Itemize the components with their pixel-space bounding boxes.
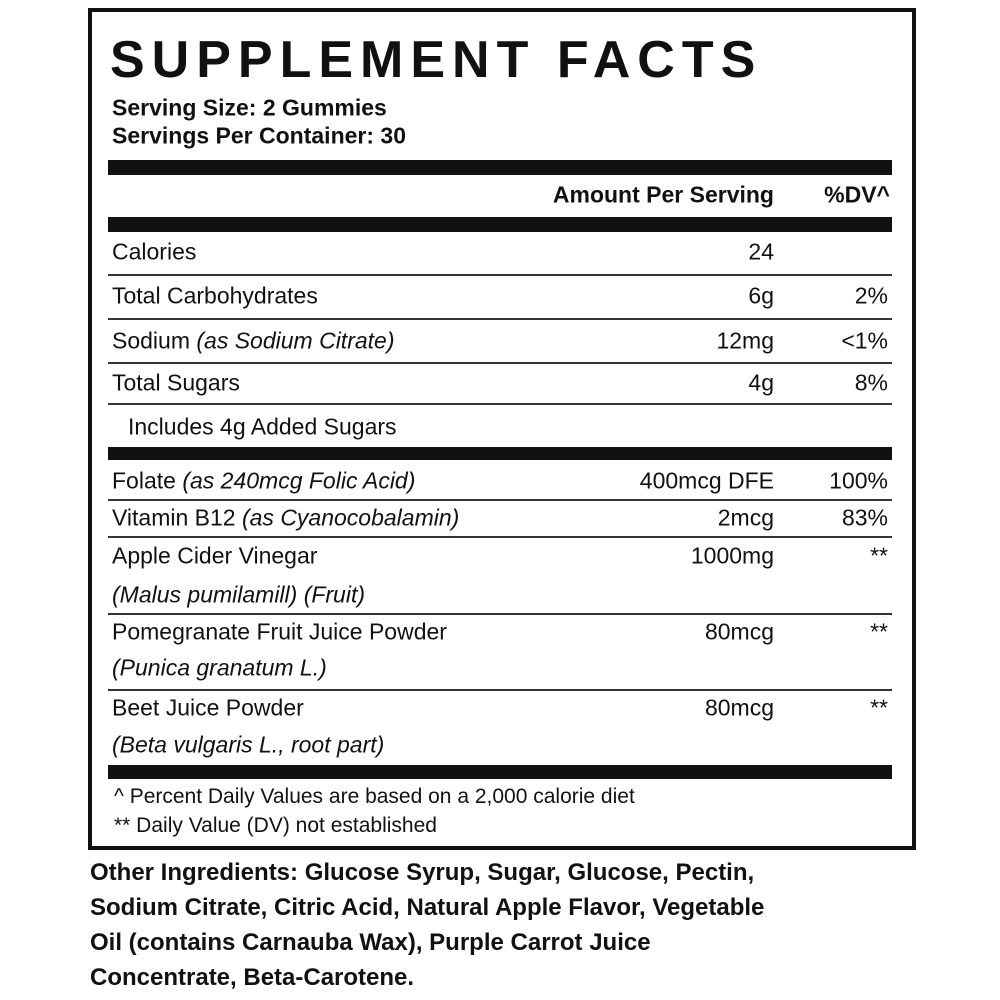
other-ingredients-line: Sodium Citrate, Citric Acid, Natural App… [90,894,764,922]
title: SUPPLEMENT FACTS [110,31,763,89]
row-label: Pomegranate Fruit Juice Powder [112,619,447,646]
nutrient-name: Apple Cider Vinegar [112,542,318,569]
row-label: Calories [112,239,196,266]
row-label: Apple Cider Vinegar [112,543,317,570]
servings-per-container: Servings Per Container: 30 [112,122,406,149]
other-ingredients-line: Concentrate, Beta-Carotene. [90,964,414,992]
daily-value: ** [870,542,888,569]
amount: 400mcg DFE [639,467,774,494]
amount: 6g [748,282,774,309]
nutrient-name: Vitamin B12 [112,504,236,531]
amount: 80mcg [704,618,774,645]
source: (Beta vulgaris L., root part) [112,731,385,758]
row-label: Beet Juice Powder [112,695,304,722]
amount: 24 [748,238,774,265]
nutrient-name: Folate [112,467,176,494]
nutrient-note: (as 240mcg Folic Acid) [182,467,416,494]
amount: 4g [748,369,774,396]
amount: 2mcg [717,504,774,531]
amount: 80mcg [704,694,774,721]
daily-value: 100% [829,467,888,494]
row-label: Includes 4g Added Sugars [128,414,397,441]
footnote: ^ Percent Daily Values are based on a 2,… [114,785,635,808]
source: (Malus pumilamill) (Fruit) [112,581,366,608]
footnote: ** Daily Value (DV) not established [114,814,437,837]
row-label: Folate (as 240mcg Folic Acid) [112,468,415,495]
rule [108,499,892,501]
daily-value: ** [870,618,888,645]
rule [108,689,892,691]
amount-header: Amount Per Serving [552,181,774,208]
divider [108,160,892,175]
rule [108,613,892,615]
other-ingredients-line: Other Ingredients: Glucose Syrup, Sugar,… [90,859,754,887]
rule [108,536,892,538]
amount: 12mg [716,327,774,354]
dv-header: %DV^ [824,181,890,208]
other-ingredients-text: Oil (contains Carnauba Wax), Purple Carr… [90,929,651,956]
other-ingredients-text: Concentrate, Beta-Carotene. [90,964,415,991]
nutrient-note: (as Cyanocobalamin) [241,504,460,531]
rule [108,403,892,405]
source: (Punica granatum L.) [112,654,327,681]
divider [108,447,892,460]
other-ingredients-text: Glucose Syrup, Sugar, Glucose, Pectin, [304,859,755,886]
nutrient-name: Calories [112,238,197,265]
serving-size: Serving Size: 2 Gummies [112,94,387,121]
nutrient-name: Total Sugars [112,369,240,396]
daily-value: <1% [841,327,888,354]
rule [108,318,892,320]
other-ingredients-text: Sodium Citrate, Citric Acid, Natural App… [90,894,765,921]
divider [108,217,892,232]
divider [108,765,892,779]
nutrient-note: (as Sodium Citrate) [196,327,395,354]
daily-value: ** [870,694,888,721]
daily-value: 83% [841,504,888,531]
nutrient-name: Includes 4g Added Sugars [128,413,397,440]
row-label: Total Carbohydrates [112,283,318,310]
nutrient-name: Sodium [112,327,190,354]
daily-value: 8% [854,369,888,396]
row-label: Total Sugars [112,370,240,397]
row-label: Sodium (as Sodium Citrate) [112,328,395,355]
nutrient-name: Beet Juice Powder [112,694,304,721]
row-label: Vitamin B12 (as Cyanocobalamin) [112,505,459,532]
amount: 1000mg [690,542,774,569]
other-ingredients-label: Other Ingredients: [90,859,299,886]
rule [108,362,892,364]
facts-panel [88,8,916,850]
other-ingredients-line: Oil (contains Carnauba Wax), Purple Carr… [90,929,651,957]
daily-value: 2% [854,282,888,309]
rule [108,274,892,276]
nutrient-name: Pomegranate Fruit Juice Powder [112,618,447,645]
nutrient-name: Total Carbohydrates [112,282,318,309]
